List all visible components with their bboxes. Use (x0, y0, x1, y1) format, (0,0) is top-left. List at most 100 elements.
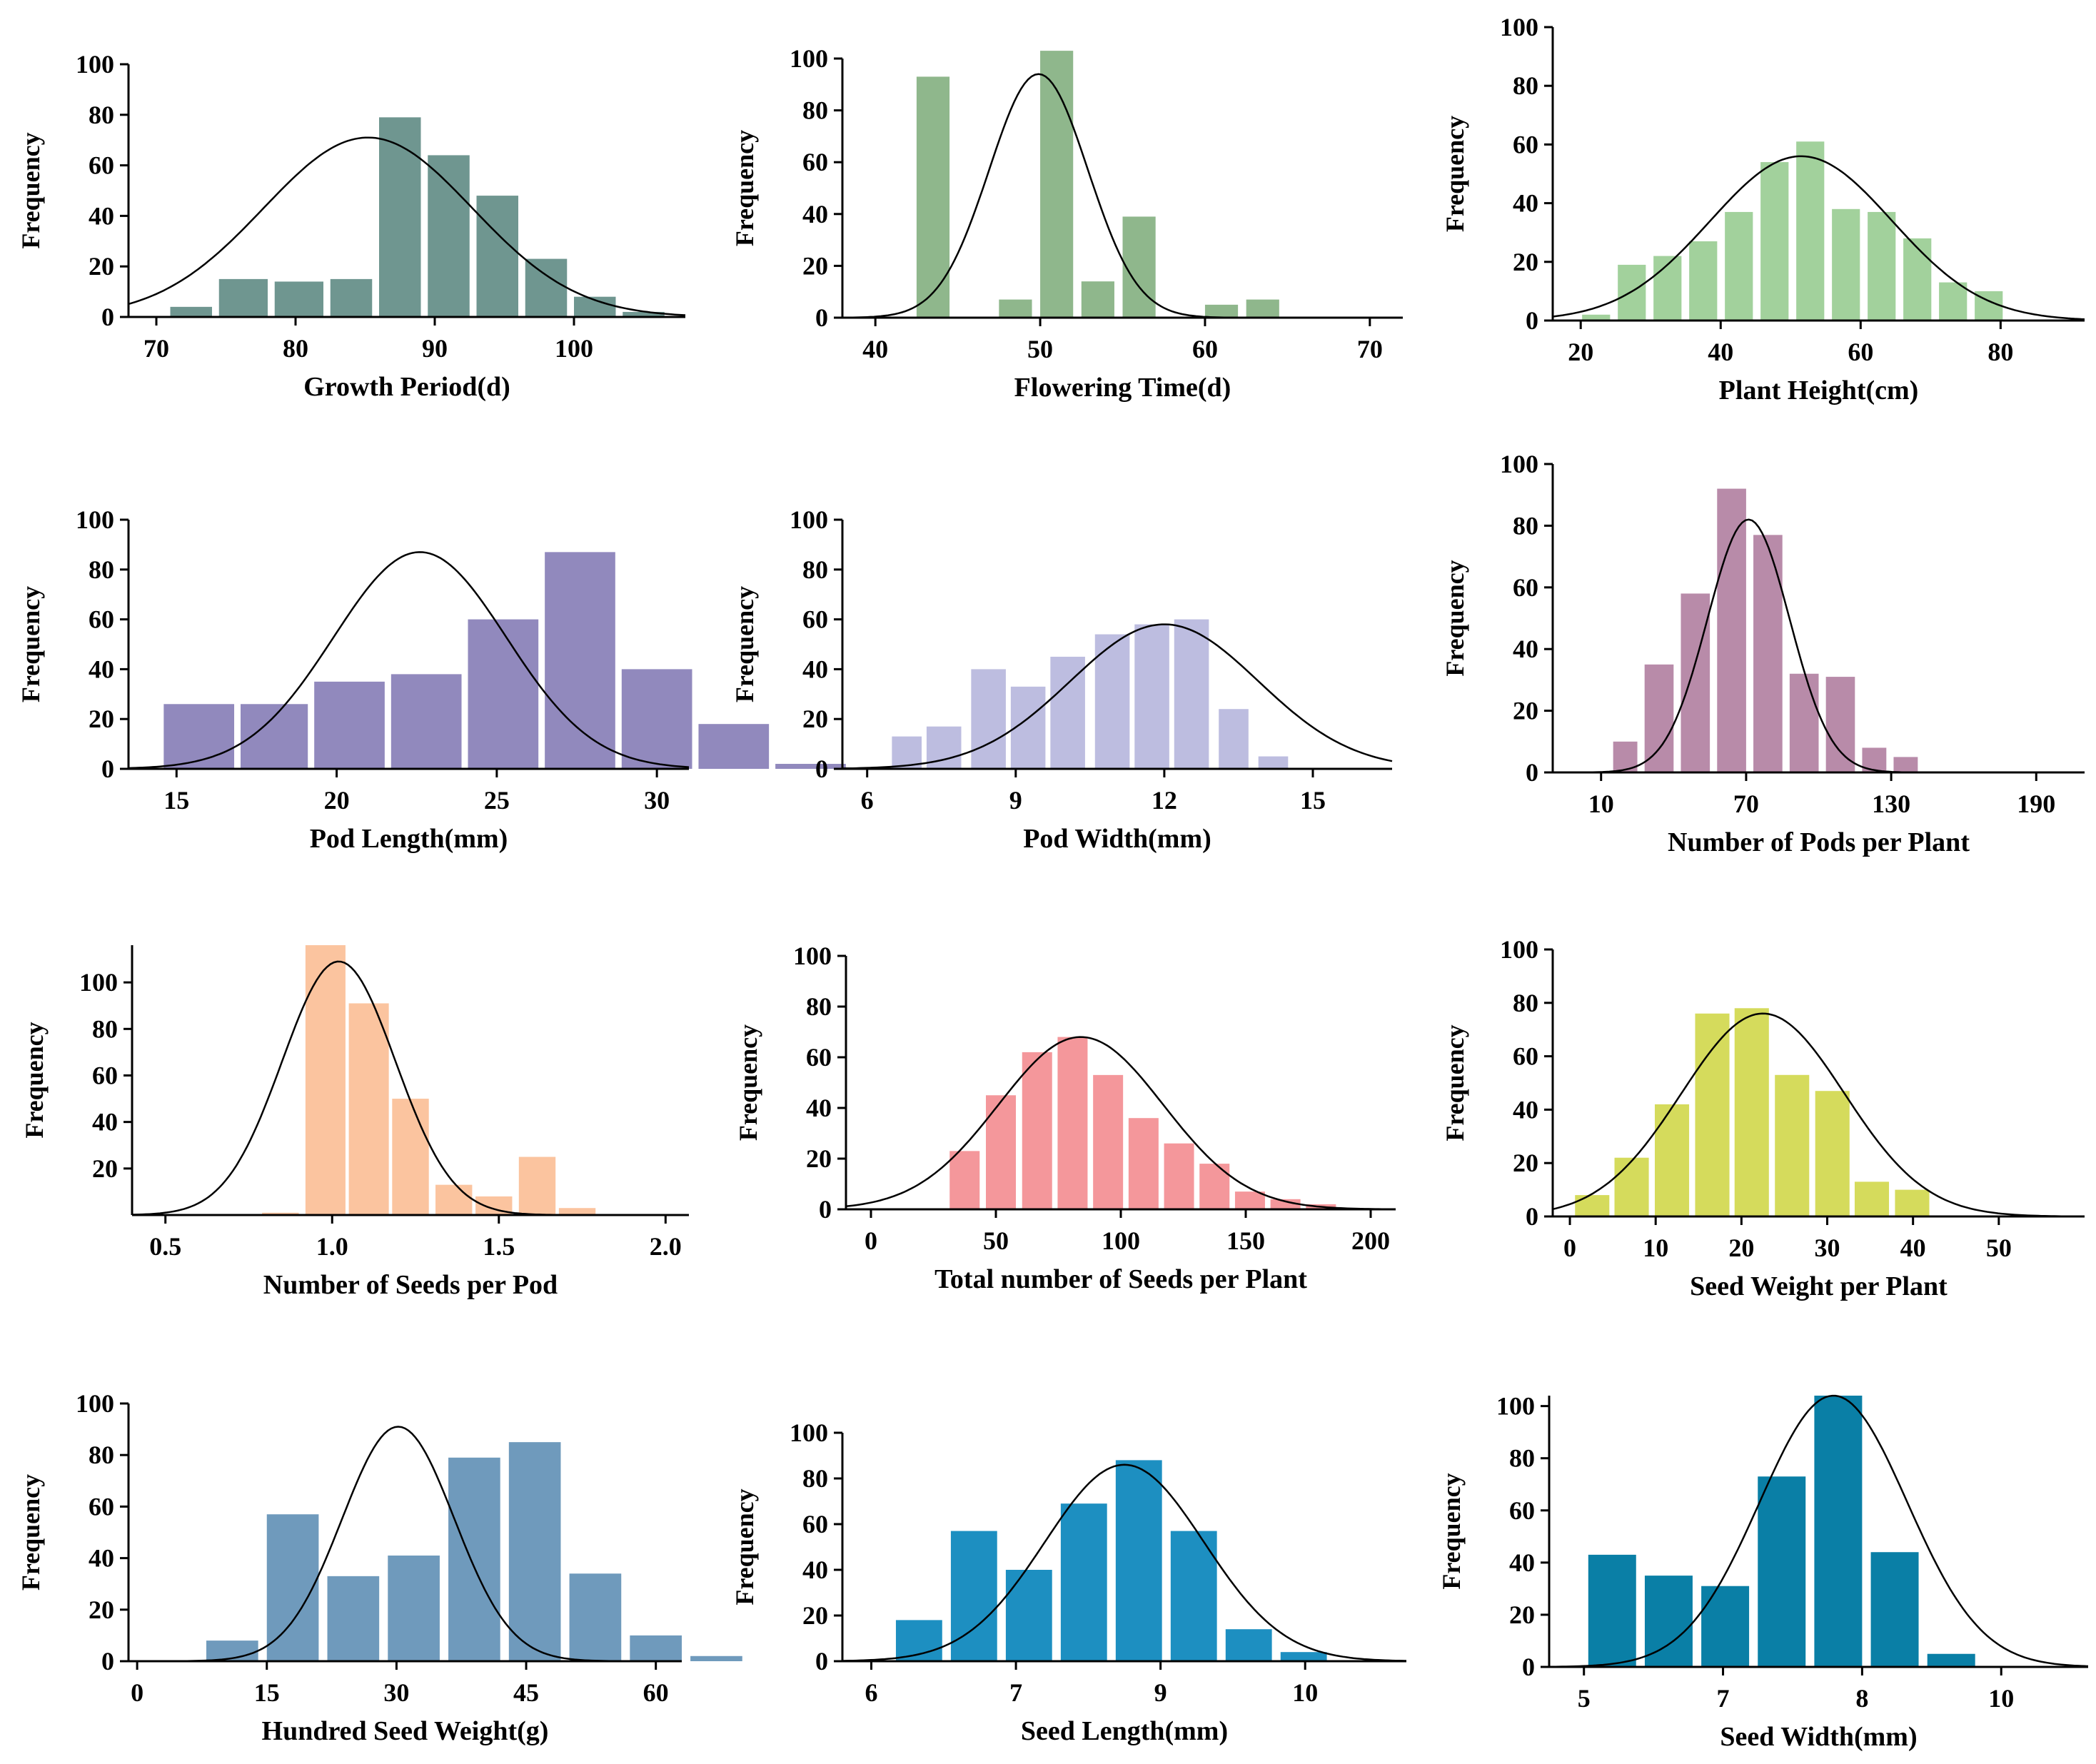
histogram-bar (1094, 634, 1130, 769)
y-tick-label: 0 (815, 303, 828, 332)
y-tick-label: 60 (89, 151, 114, 180)
histogram-bar (1814, 1396, 1863, 1667)
histogram-bar (1234, 1191, 1265, 1209)
y-tick-label: 40 (802, 1556, 828, 1584)
y-tick-label: 40 (1513, 189, 1538, 218)
histogram-bar (1854, 1181, 1890, 1216)
histogram-bar (1050, 656, 1085, 769)
y-axis-title: Frequency (1441, 1024, 1469, 1141)
histogram-bar (1128, 1118, 1159, 1209)
histogram-bar (1199, 1164, 1230, 1209)
x-tick-label: 200 (1351, 1226, 1390, 1255)
y-tick-label: 20 (89, 705, 114, 733)
histogram-bar (558, 1208, 596, 1215)
y-tick-label: 60 (89, 605, 114, 634)
y-tick-label: 80 (806, 992, 832, 1021)
x-tick-label: 100 (1102, 1226, 1140, 1255)
histogram-bar (468, 619, 539, 769)
x-tick-label: 50 (1027, 335, 1053, 363)
normal-curve (128, 551, 690, 770)
y-axis-title: Frequency (1441, 560, 1469, 676)
y-tick-label: 60 (802, 1510, 828, 1538)
histogram-bar (1057, 1037, 1088, 1209)
histogram-bar (545, 552, 615, 769)
y-tick-label: 40 (802, 200, 828, 228)
y-tick-label: 60 (1513, 573, 1538, 602)
y-tick-label: 80 (92, 1014, 118, 1043)
y-tick-label: 80 (89, 1441, 114, 1469)
histogram-bar (1695, 1013, 1730, 1216)
y-tick-label: 100 (1500, 450, 1538, 478)
y-tick-label: 0 (1526, 758, 1538, 787)
x-tick-label: 10 (1643, 1234, 1668, 1262)
histogram-bar (1701, 1586, 1750, 1667)
histogram-bar (698, 724, 770, 769)
x-tick-label: 0.5 (149, 1232, 181, 1261)
y-tick-label: 0 (815, 755, 828, 783)
x-axis-title: Pod Width(mm) (1023, 824, 1211, 854)
histogram-bar (330, 278, 373, 317)
x-tick-label: 30 (383, 1678, 409, 1707)
histogram-bar (690, 1655, 742, 1661)
x-tick-label: 5 (1578, 1684, 1591, 1713)
histogram-bar (1725, 211, 1753, 321)
y-tick-label: 20 (806, 1144, 832, 1173)
x-tick-label: 80 (1987, 338, 2013, 366)
y-tick-label: 40 (89, 1544, 114, 1573)
y-tick-label: 100 (1500, 13, 1538, 41)
y-tick-label: 20 (1513, 1149, 1538, 1177)
x-tick-label: 90 (422, 334, 448, 363)
y-tick-label: 60 (802, 605, 828, 634)
x-tick-label: 15 (254, 1678, 280, 1707)
histogram-bar (1005, 1570, 1052, 1661)
x-tick-label: 30 (644, 786, 670, 815)
chart-panel-8: 0 20 40 60 80 100 0 50 100 150 200 Total number of … (734, 942, 1396, 1294)
histogram-bar (630, 1635, 682, 1661)
y-tick-label: 80 (1513, 71, 1538, 100)
histogram-bar (1115, 1460, 1162, 1661)
y-tick-label: 0 (1522, 1653, 1535, 1681)
histogram-bar (1775, 1074, 1810, 1216)
x-tick-label: 0 (131, 1678, 143, 1707)
y-axis-title: Frequency (730, 130, 759, 246)
y-axis-title: Frequency (730, 1488, 759, 1605)
histogram-bar (1796, 141, 1825, 321)
x-tick-label: 30 (1815, 1234, 1840, 1262)
y-tick-label: 40 (92, 1108, 118, 1136)
y-tick-label: 40 (802, 655, 828, 683)
y-tick-label: 0 (819, 1195, 832, 1224)
y-tick-label: 100 (1496, 1392, 1535, 1421)
y-tick-label: 80 (802, 555, 828, 584)
y-axis-title: Frequency (1437, 1473, 1466, 1589)
histogram-bar (1644, 664, 1674, 772)
x-axis-title: Growth Period(d) (303, 372, 510, 402)
y-tick-label: 100 (76, 50, 114, 79)
histogram-bar (986, 1095, 1016, 1209)
y-tick-label: 0 (815, 1647, 828, 1675)
x-tick-label: 6 (861, 786, 874, 815)
x-tick-label: 1.0 (316, 1232, 348, 1261)
histogram-bar (1825, 677, 1855, 772)
y-tick-label: 20 (89, 1596, 114, 1624)
x-tick-label: 10 (1988, 1684, 2014, 1713)
histogram-bar (305, 945, 346, 1215)
histogram-bar (163, 704, 235, 769)
x-tick-label: 9 (1009, 786, 1022, 815)
y-tick-label: 40 (1509, 1548, 1535, 1577)
chart-panel-11: 0 20 40 60 80 100 6 7 9 10 Seed Length(mm) Frequenc… (730, 1418, 1407, 1746)
y-tick-label: 80 (89, 555, 114, 584)
histogram-bar (1093, 1074, 1124, 1209)
histogram-bar (623, 311, 665, 317)
x-tick-label: 0 (865, 1226, 877, 1255)
y-tick-label: 20 (802, 705, 828, 733)
y-tick-label: 80 (89, 101, 114, 129)
y-tick-label: 20 (1509, 1601, 1535, 1629)
x-axis-title: Plant Height(cm) (1719, 376, 1919, 405)
y-tick-label: 60 (1509, 1496, 1535, 1525)
histogram-bar (508, 1442, 561, 1661)
x-tick-label: 10 (1588, 790, 1614, 818)
histogram-bar (1164, 1143, 1194, 1209)
normal-curve (128, 136, 686, 316)
histogram-bar (1927, 1653, 1975, 1667)
